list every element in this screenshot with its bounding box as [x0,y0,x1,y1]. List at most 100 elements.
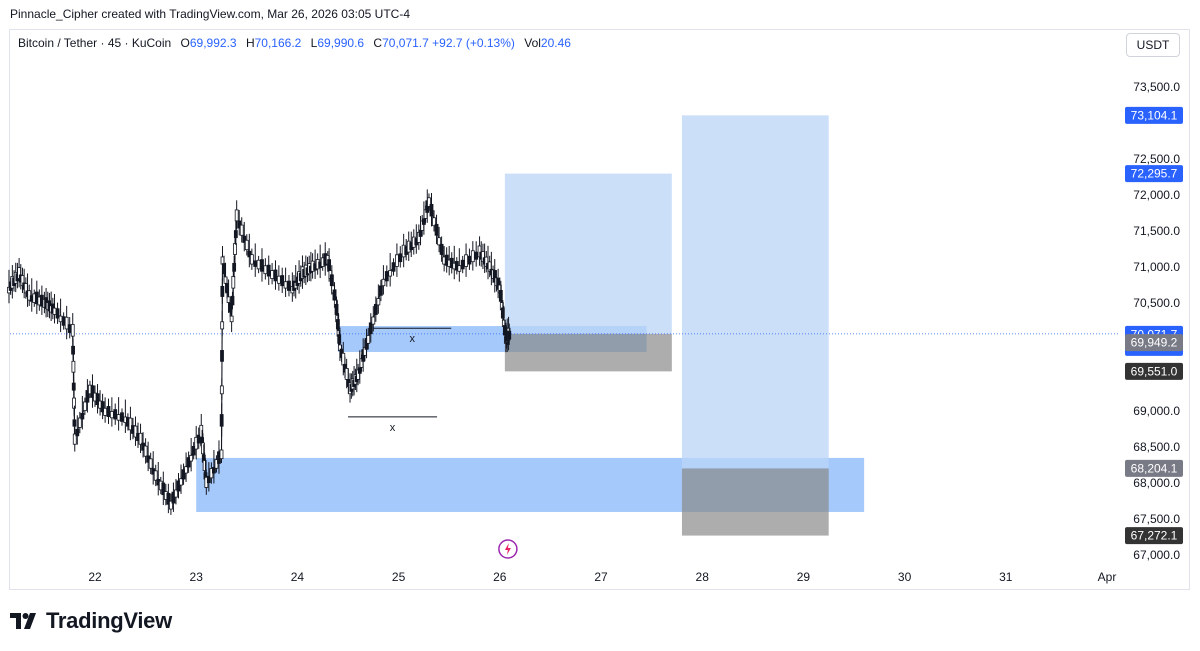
close-label: C [373,36,383,50]
y-tick-label: 72,000.0 [1133,188,1180,202]
candle-body [153,470,158,481]
volume-value: 20.46 [540,36,571,50]
tradingview-logo[interactable]: TradingView [10,608,172,634]
candle-body [368,322,373,335]
candle-body [237,220,242,229]
candle-body [270,270,275,279]
candle-body [161,482,166,496]
position-stop-zone [681,468,829,536]
candle-body [283,281,288,289]
candle-body [184,466,188,474]
candle-body [72,433,77,445]
open-label: O [180,36,190,50]
candle-body [398,253,403,263]
y-tick-label: 70,500.0 [1133,296,1180,310]
y-tick-label: 69,000.0 [1133,404,1180,418]
candle-body [219,385,224,395]
candle-body [376,298,381,306]
candle-body [234,209,239,222]
candle-body [181,469,186,480]
candle-body [52,307,57,315]
candle-body [71,360,76,373]
price-badge-label: 73,104.1 [1131,108,1178,122]
price-badge [1125,165,1183,183]
symbol-name: Bitcoin / Tether · 45 · KuCoin [18,36,172,50]
candle-body [202,460,207,472]
candle-body [70,324,75,337]
low-value: 69,990.6 [317,36,365,50]
high-label: H [245,36,255,50]
volume-label: Vol [524,36,541,50]
y-tick-label: 73,500.0 [1133,80,1180,94]
candle-body [80,412,85,420]
price-badge-label: 68,204.1 [1131,461,1178,475]
candle-body [61,316,66,326]
price-badge [1125,527,1183,545]
candle-body [470,250,475,263]
candle-body [100,401,105,413]
candle-body [434,223,439,236]
chart-frame [9,29,1190,590]
candle-body [249,254,254,265]
x-tick-label: Apr [1098,570,1117,584]
open-value: 69,992.3 [189,36,237,50]
x-tick-label: 28 [696,570,710,584]
candle-body [247,250,252,258]
candle-body [85,390,90,403]
y-tick-label: 72,500.0 [1133,152,1180,166]
candle-body [113,409,118,420]
candle-body [219,449,224,460]
candle-body [460,259,465,270]
candle-body [344,368,349,380]
candle-body [206,475,211,484]
candle-body [148,458,153,469]
candle-body [395,254,399,267]
candle-body [474,251,479,260]
candle-body [366,335,371,344]
candle-body [335,319,340,330]
position-target-zone [504,173,672,334]
candle-body [95,393,100,405]
tradingview-logo-icon [10,613,36,629]
x-tick-label: 30 [898,570,912,584]
price-badge [1125,459,1183,477]
candle-body [439,243,444,255]
y-tick-label: 71,500.0 [1133,224,1180,238]
currency-button[interactable]: USDT [1126,33,1180,57]
x-tick-label: 31 [999,570,1013,584]
candle-body [103,407,108,416]
price-badge-label: 72,295.7 [1131,167,1178,181]
event-flash-icon [498,539,518,559]
symbol-legend[interactable]: Bitcoin / Tether · 45 · KuCoin O69,992.3… [18,36,571,50]
candle-body [220,285,225,297]
candle-body [437,237,441,246]
candle-body [230,295,235,306]
candle-body [186,457,191,468]
candle-body [143,445,148,457]
level-marker-label: x [410,333,416,345]
event-flash-icon-bolt [504,543,511,555]
candle-body [174,489,178,498]
x-tick-label: 22 [88,570,102,584]
candle-body [381,278,386,287]
position-stop-zone [504,333,672,372]
candle-body [232,262,237,272]
candle-body [201,442,205,455]
candle-body [179,478,183,486]
candle-body [276,275,281,284]
candle-body [133,425,138,438]
chart-credit: Pinnacle_Cipher created with TradingView… [10,7,410,21]
candle-body [357,367,362,374]
price-chart[interactable]: x x 67,000.0 67,500.0 68,000.0 68,500.0 69,000… [0,0,1200,600]
candle-body [467,255,472,265]
candle-body [219,414,224,427]
candle-body [212,467,216,474]
candle-body [214,459,219,469]
candle-body [260,259,264,272]
x-tick-label: 25 [392,570,406,584]
candle-body [280,275,285,287]
candle-body [337,334,342,344]
candle-body [341,352,346,366]
candle-body [64,316,69,330]
candle-body [128,417,133,431]
